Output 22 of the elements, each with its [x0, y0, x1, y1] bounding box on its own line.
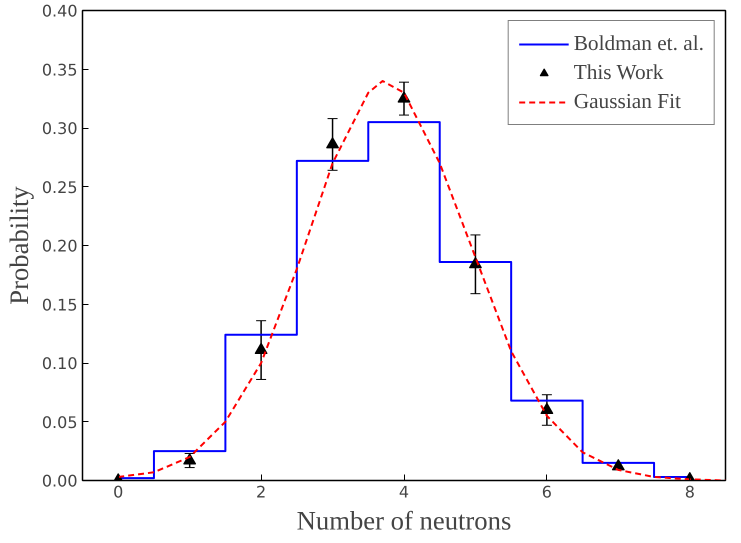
- x-axis-title: Number of neutrons: [296, 506, 512, 536]
- x-tick-label: 6: [542, 482, 552, 502]
- y-tick-label: 0.10: [42, 354, 78, 373]
- y-tick-label: 0.05: [42, 412, 78, 432]
- point: [254, 342, 268, 354]
- y-tick-label: 0.35: [42, 60, 78, 80]
- x-tick-label: 0: [113, 482, 124, 502]
- y-tick-label: 0.25: [42, 178, 78, 197]
- point: [540, 402, 554, 414]
- legend-label: Gaussian Fit: [574, 89, 681, 114]
- y-tick-label: 0.40: [42, 2, 78, 20]
- y-tick-label: 0.00: [42, 472, 78, 490]
- y-axis-title: Probability: [4, 186, 34, 305]
- x-tick-label: 4: [398, 482, 410, 502]
- point: [326, 137, 340, 148]
- y-tick-label: 0.20: [42, 236, 78, 256]
- y-tick-label: 0.15: [42, 295, 78, 314]
- y-tick-label: 0.30: [42, 119, 78, 138]
- legend-label: This Work: [574, 60, 664, 85]
- x-tick-label: 8: [684, 482, 695, 502]
- legend-label: Boldman et. al.: [574, 31, 704, 56]
- x-tick-label: 2: [256, 482, 266, 502]
